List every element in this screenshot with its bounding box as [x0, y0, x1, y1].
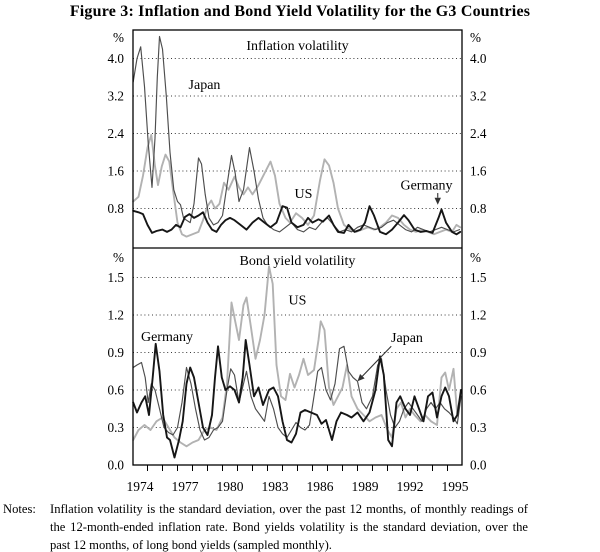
series-label-japan-top: Japan [189, 78, 221, 93]
y-tick-label-right: 1.6 [470, 164, 487, 179]
y-tick-label-right: 0.9 [470, 345, 487, 360]
annotation-arrow-line-bottom [361, 345, 392, 377]
y-tick-label-left: 0.6 [108, 383, 125, 398]
x-tick-label: 1977 [172, 479, 199, 494]
y-tick-label-left: 1.2 [108, 308, 124, 323]
series-label-germany-bottom: Germany [141, 330, 193, 345]
g3-volatility-chart: 0.8 0.8 1.6 1.6 2.4 2.4 3.2 3.2 4.0 4.0% % Inflatio… [108, 29, 487, 494]
y-tick-label-right: 0.8 [470, 201, 487, 216]
series-line-germany-top [132, 205, 462, 236]
series-line-germany-bottom [132, 339, 462, 459]
y-tick-label-left: 2.4 [108, 126, 125, 141]
y-tick-label-right: 0.3 [470, 420, 487, 435]
x-tick-label: 1983 [262, 479, 289, 494]
y-tick-label-right: 1.2 [470, 308, 486, 323]
series-label-japan-bottom: Japan [391, 331, 423, 346]
x-tick-label: 1989 [352, 479, 379, 494]
y-tick-label-left: 1.5 [108, 270, 125, 285]
panel-title-bottom: Bond yield volatility [240, 254, 356, 269]
series-line-japan-bottom [132, 345, 462, 441]
y-axis-unit-right: % [470, 250, 481, 265]
y-tick-label-left: 0.0 [108, 458, 125, 473]
x-tick-label: 1986 [307, 479, 334, 494]
y-tick-label-right: 0.0 [470, 458, 487, 473]
y-tick-label-left: 3.2 [108, 89, 124, 104]
figure-notes: Notes: Inflation volatility is the stand… [3, 500, 528, 552]
y-axis-unit-right: % [470, 30, 481, 45]
y-tick-label-right: 1.5 [470, 270, 487, 285]
y-tick-label-left: 0.8 [108, 201, 125, 216]
y-tick-label-right: 4.0 [470, 51, 487, 66]
y-tick-label-right: 2.4 [470, 126, 487, 141]
series-label-us-top: US [295, 187, 313, 202]
y-tick-label-left: 4.0 [108, 51, 125, 66]
y-tick-label-left: 1.6 [108, 164, 125, 179]
figure-title: Figure 3: Inflation and Bond Yield Volat… [69, 3, 531, 20]
series-label-germany-top: Germany [400, 179, 452, 194]
series-line-us-bottom [132, 265, 462, 448]
y-tick-label-left: 0.9 [108, 345, 125, 360]
x-tick-label: 1980 [217, 479, 244, 494]
y-tick-label-left: 0.3 [108, 420, 125, 435]
notes-text: Inflation volatility is the standard dev… [50, 502, 528, 552]
y-axis-unit-left: % [113, 30, 124, 45]
x-tick-label: 1992 [397, 479, 424, 494]
panel-title-top: Inflation volatility [246, 39, 348, 54]
y-tick-label-right: 3.2 [470, 89, 486, 104]
annotation-arrow-head-bottom [357, 373, 365, 382]
x-tick-label: 1995 [442, 479, 469, 494]
notes-label: Notes: [3, 502, 36, 516]
x-tick-label: 1974 [127, 479, 154, 494]
y-tick-label-right: 0.6 [470, 383, 487, 398]
series-label-us-bottom: US [289, 294, 307, 309]
y-axis-unit-left: % [113, 250, 124, 265]
annotation-arrow-head-top [434, 197, 441, 205]
series-line-japan-top [132, 35, 461, 233]
